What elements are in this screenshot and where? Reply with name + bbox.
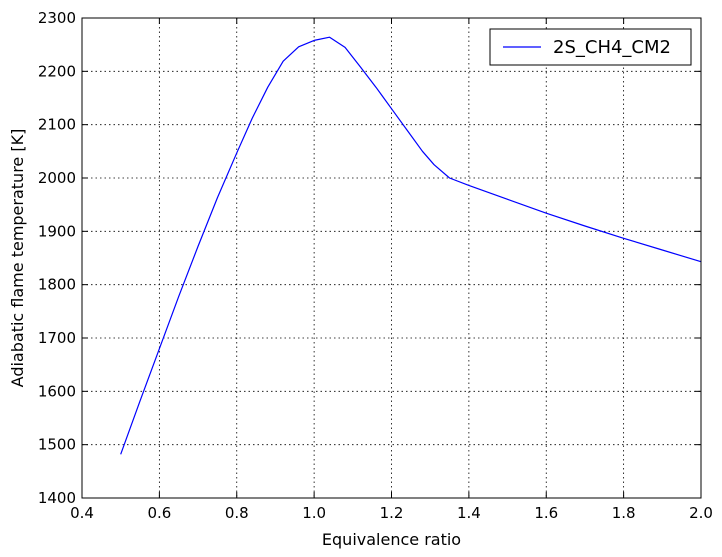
y-axis-label: Adiabatic flame temperature [K] [8,129,27,388]
x-axis-tick-labels: 0.4 0.6 0.8 1.0 1.2 1.4 1.6 1.8 2.0 [70,504,713,522]
x-tick-label: 1.4 [457,504,481,522]
legend-label: 2S_CH4_CM2 [553,37,671,58]
x-tick-label: 1.8 [612,504,636,522]
y-tick-label: 1800 [38,276,76,294]
y-tick-label: 2000 [38,169,76,187]
x-tick-label: 1.2 [380,504,404,522]
axis-ticks [81,17,702,499]
x-tick-label: 0.6 [147,504,171,522]
legend: 2S_CH4_CM2 [489,28,692,66]
x-tick-label: 0.4 [70,504,94,522]
x-tick-label: 0.8 [225,504,249,522]
y-tick-label: 1700 [38,329,76,347]
x-tick-label: 1.0 [302,504,326,522]
y-tick-label: 2100 [38,116,76,134]
y-axis-tick-labels: 1400 1500 1600 1700 1800 1900 2000 2100 2200 2300 [38,9,76,507]
x-axis-label: Equivalence ratio [322,530,461,549]
y-tick-label: 2300 [38,9,76,27]
y-tick-label: 1900 [38,222,76,240]
legend-box [489,28,692,66]
x-tick-label: 1.6 [534,504,558,522]
series-layer [120,36,702,455]
y-tick-label: 1400 [38,489,76,507]
y-tick-label: 1600 [38,382,76,400]
x-tick-label: 2.0 [689,504,713,522]
series-line [120,36,702,455]
y-tick-label: 2200 [38,62,76,80]
y-tick-label: 1500 [38,436,76,454]
